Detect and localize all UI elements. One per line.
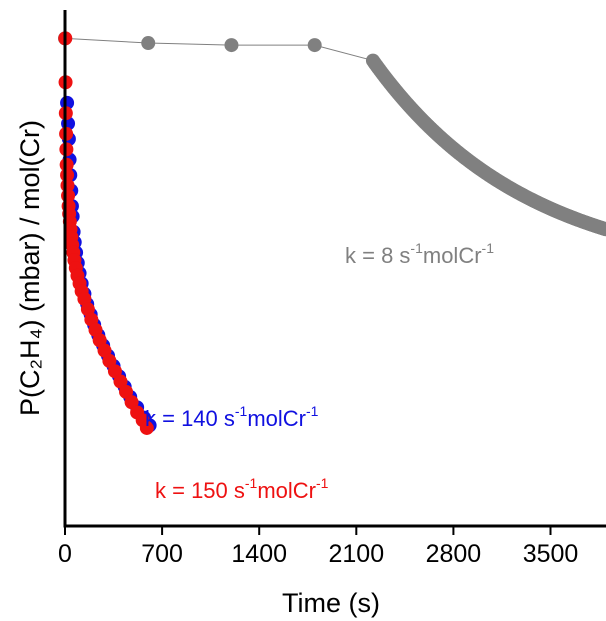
annotation-gray-sup1: -1 bbox=[410, 240, 423, 256]
series-red-point bbox=[113, 374, 128, 389]
x-tick-label: 2100 bbox=[328, 540, 384, 568]
series-layer bbox=[58, 31, 606, 435]
x-tick-label: 700 bbox=[141, 540, 183, 568]
x-ticks: 0 700 1400 2100 2800 3500 bbox=[58, 526, 578, 568]
annotation-blue-sup2: -1 bbox=[306, 403, 319, 419]
annotation-red-sup1: -1 bbox=[245, 475, 258, 491]
series-gray-point bbox=[141, 36, 156, 51]
series-red-point bbox=[139, 420, 154, 435]
y-axis-title: P(C₂H₄) (mbar) / mol(Cr) bbox=[15, 120, 45, 416]
annotation-blue-mid: molCr bbox=[247, 406, 306, 431]
annotation-gray: k = 8 s-1molCr-1 bbox=[345, 240, 494, 268]
annotation-red: k = 150 s-1molCr-1 bbox=[155, 475, 329, 503]
annotation-blue: k = 140 s-1molCr-1 bbox=[145, 403, 319, 431]
annotation-blue-base: k = 140 s bbox=[145, 406, 235, 431]
series-gray-line bbox=[64, 37, 375, 63]
annotation-red-base: k = 150 s bbox=[155, 478, 245, 503]
series-red-point bbox=[107, 364, 122, 379]
x-tick-label: 3500 bbox=[523, 540, 579, 568]
series-red-point bbox=[124, 395, 139, 410]
x-tick-label: 1400 bbox=[231, 540, 287, 568]
x-tick-label: 2800 bbox=[426, 540, 482, 568]
x-tick-label: 0 bbox=[58, 540, 72, 568]
series-red-point bbox=[102, 353, 117, 368]
annotation-gray-base: k = 8 s bbox=[345, 243, 410, 268]
series-gray-decay-point bbox=[599, 222, 606, 237]
annotation-gray-mid: molCr bbox=[423, 243, 482, 268]
annotation-red-mid: molCr bbox=[257, 478, 316, 503]
series-red-point bbox=[59, 157, 74, 172]
series-red-point bbox=[119, 384, 134, 399]
annotation-gray-sup2: -1 bbox=[482, 240, 495, 256]
series-gray-point bbox=[224, 38, 239, 53]
annotation-blue-sup1: -1 bbox=[235, 403, 248, 419]
annotation-red-sup2: -1 bbox=[316, 475, 329, 491]
series-gray-point bbox=[307, 38, 322, 53]
x-axis-title: Time (s) bbox=[282, 588, 380, 618]
